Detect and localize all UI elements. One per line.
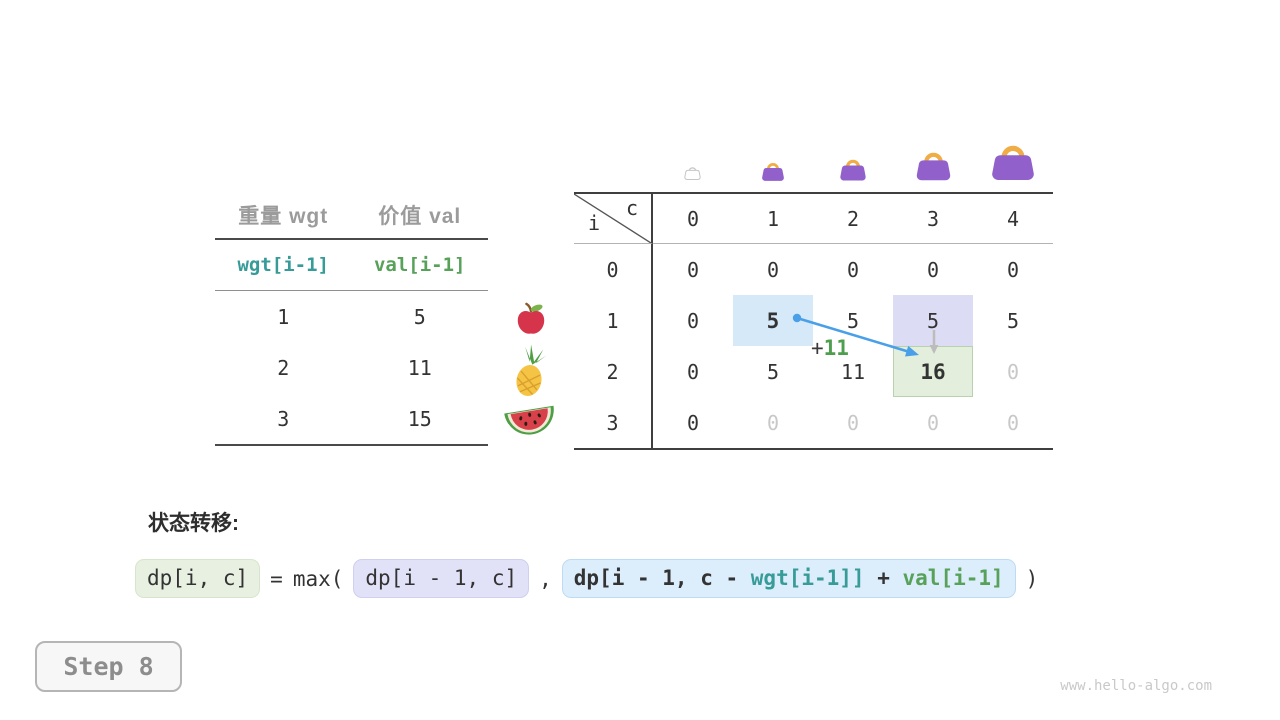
items-table: 重量 wgt 价值 val wgt[i-1] val[i-1] 1 5 2 11…	[215, 192, 488, 446]
item3-value: 15	[407, 406, 432, 431]
col-variable-label: c	[625, 196, 638, 220]
xlarge-bag-icon	[990, 140, 1036, 182]
value-column-header: 价值 val	[378, 205, 462, 228]
plus-sign: +	[811, 336, 824, 360]
added-value: 11	[823, 336, 849, 360]
dp-col-header-2: 2	[813, 194, 893, 244]
state-transition-heading: 状态转移:	[148, 512, 239, 535]
dp-cell-r2c3-target-highlight: 16	[893, 346, 973, 397]
ghost-bag-icon	[684, 163, 701, 182]
dp-cell-r0c0: 0	[686, 257, 700, 282]
dp-cell-r1c4: 5	[1006, 308, 1020, 333]
formula-chip-take-item: dp[i - 1, c - wgt[i-1]] + val[i-1]	[561, 559, 1016, 599]
dp-cell-r2c0: 0	[686, 359, 700, 384]
item1-value: 5	[413, 304, 426, 329]
equals-sign: =	[270, 566, 283, 591]
val-index-label: val[i-1]	[373, 254, 466, 276]
dp-cell-r3c1: 0	[766, 410, 780, 435]
small-bag-icon	[761, 160, 785, 182]
take-chip-wgt-part: wgt[i-1]]	[750, 566, 865, 590]
item-row-1: 1 5	[215, 291, 488, 342]
medium-bag-icon	[839, 156, 867, 182]
dp-row-header-0: 0	[574, 244, 653, 295]
watermelon-icon	[503, 399, 557, 443]
take-chip-plus: +	[864, 566, 903, 590]
dp-cell-r2c1: 5	[766, 359, 780, 384]
dp-cell-r0c4: 0	[1006, 257, 1020, 282]
dp-cell-r1c0: 0	[686, 308, 700, 333]
items-table-header: 重量 wgt 价值 val	[215, 192, 488, 240]
add-value-annotation: +11	[811, 336, 849, 360]
item2-value: 11	[407, 355, 432, 380]
watermark-url: www.hello-algo.com	[1060, 678, 1212, 694]
comma-separator: ,	[539, 566, 552, 591]
apple-icon	[514, 300, 548, 338]
dp-col-header-1: 1	[733, 194, 813, 244]
dp-cell-r1c3-up-highlight: 5	[893, 295, 973, 346]
state-transition-formula: dp[i, c] = max( dp[i - 1, c] , dp[i - 1,…	[135, 559, 1039, 599]
dp-row-header-3: 3	[574, 397, 653, 448]
dp-cell-r3c4: 0	[1006, 410, 1020, 435]
dp-cell-r3c2: 0	[846, 410, 860, 435]
item2-weight: 2	[277, 355, 290, 380]
weight-column-header: 重量 wgt	[238, 205, 329, 228]
item1-weight: 1	[277, 304, 290, 329]
item-row-2: 2 11	[215, 342, 488, 393]
dp-cell-r0c3: 0	[926, 257, 940, 282]
formula-chip-skip-item: dp[i - 1, c]	[353, 559, 530, 599]
dp-corner-cell: c i	[574, 194, 653, 244]
dp-row-header-2: 2	[574, 346, 653, 397]
items-table-index-row: wgt[i-1] val[i-1]	[215, 240, 488, 291]
item-row-3: 3 15	[215, 393, 488, 444]
pineapple-icon	[509, 343, 553, 399]
close-paren: )	[1025, 566, 1039, 591]
row-variable-label: i	[588, 211, 601, 235]
dp-cell-r0c1: 0	[766, 257, 780, 282]
dp-cell-r0c2: 0	[846, 257, 860, 282]
large-bag-icon	[915, 148, 952, 182]
take-chip-dp-part: dp[i - 1, c -	[573, 566, 751, 590]
dp-table: c i 0 1 2 3 4 0 0 0 0 0 0 1 0 5 5 5 5 2 …	[574, 192, 1053, 450]
dp-cell-r1c1-source-highlight: 5	[733, 295, 813, 346]
wgt-index-label: wgt[i-1]	[237, 254, 329, 276]
take-chip-val-part: val[i-1]	[902, 566, 1004, 590]
dp-col-header-0: 0	[653, 194, 733, 244]
dp-col-header-3: 3	[893, 194, 973, 244]
dp-cell-r3c3: 0	[926, 410, 940, 435]
dp-cell-r2c2: 11	[840, 359, 866, 384]
max-open: max(	[292, 566, 344, 591]
dp-col-header-4: 4	[973, 194, 1053, 244]
dp-cell-r2c4: 0	[1006, 359, 1020, 384]
dp-row-header-1: 1	[574, 295, 653, 346]
item3-weight: 3	[277, 406, 290, 431]
corner-diagonal-line	[574, 194, 651, 243]
step-badge: Step 8	[35, 641, 182, 692]
dp-cell-r3c0: 0	[686, 410, 700, 435]
formula-chip-result: dp[i, c]	[135, 559, 261, 599]
